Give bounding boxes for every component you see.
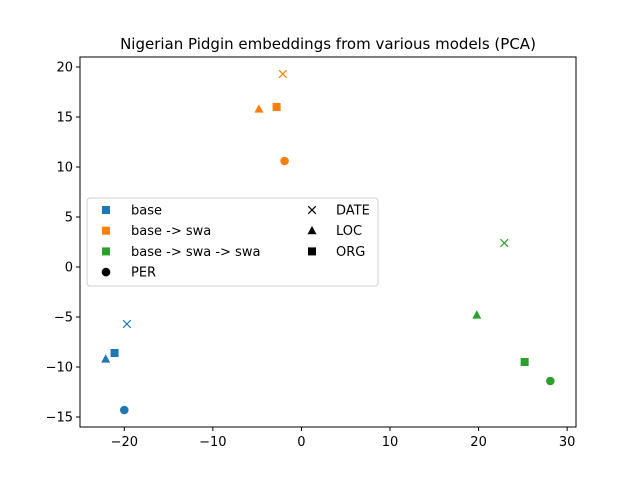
y-axis: −15 −10 −5 0 5 10 15 20 <box>46 61 80 426</box>
plot-area-frame <box>79 56 577 428</box>
legend-label: DATE <box>336 204 370 219</box>
y-tick-label: 10 <box>56 161 73 176</box>
point-base-swa-swa-per <box>546 376 555 386</box>
chart-title: Nigerian Pidgin embeddings from various … <box>120 35 536 53</box>
legend-marker-loc <box>307 225 317 235</box>
legend-box <box>86 197 379 287</box>
y-tick-label: 5 <box>65 211 73 226</box>
y-tick-label: 0 <box>65 261 73 276</box>
point-base-swa-swa-loc <box>472 310 482 319</box>
point-base-swa-swa-date <box>500 238 509 248</box>
legend-label: LOC <box>336 224 362 239</box>
point-base-loc <box>101 354 111 363</box>
x-tick-label: −20 <box>111 435 138 450</box>
y-tick-label: −15 <box>46 411 73 426</box>
legend-marker-per <box>101 267 111 277</box>
point-base-org <box>110 349 119 357</box>
x-tick-label: −10 <box>199 435 226 450</box>
legend-label: PER <box>131 266 156 281</box>
legend-marker-base-swa-swa <box>102 247 110 256</box>
y-tick-label: −10 <box>46 361 73 376</box>
legend-marker-date <box>307 205 317 215</box>
y-tick-label: 20 <box>56 61 73 76</box>
y-tick-label: −5 <box>54 311 73 326</box>
y-tick-label: 15 <box>56 111 73 126</box>
point-base-date <box>122 319 132 329</box>
x-tick-label: 20 <box>470 435 487 450</box>
point-base-swa-date <box>278 69 288 79</box>
legend-marker-base <box>102 206 110 214</box>
legend-marker-org <box>308 247 316 256</box>
x-tick-label: 30 <box>559 435 576 450</box>
x-axis: −20 −10 0 10 20 30 <box>111 427 576 450</box>
point-base-swa-swa-org <box>520 358 529 366</box>
x-tick-label: 0 <box>297 435 305 450</box>
point-base-swa-loc <box>254 104 264 113</box>
legend-label: ORG <box>336 245 365 260</box>
legend-label: base <box>131 204 162 219</box>
legend: base base -> swa base -> swa -> swa PER DATE… <box>86 197 379 287</box>
point-base-swa-org <box>272 103 281 111</box>
legend-marker-base-swa <box>102 226 110 235</box>
legend-label: base -> swa -> swa <box>131 245 260 260</box>
point-base-per <box>119 405 129 415</box>
x-tick-label: 10 <box>382 435 399 450</box>
point-base-swa-per <box>280 156 289 166</box>
data-points <box>101 69 555 415</box>
legend-label: base -> swa <box>131 224 211 239</box>
